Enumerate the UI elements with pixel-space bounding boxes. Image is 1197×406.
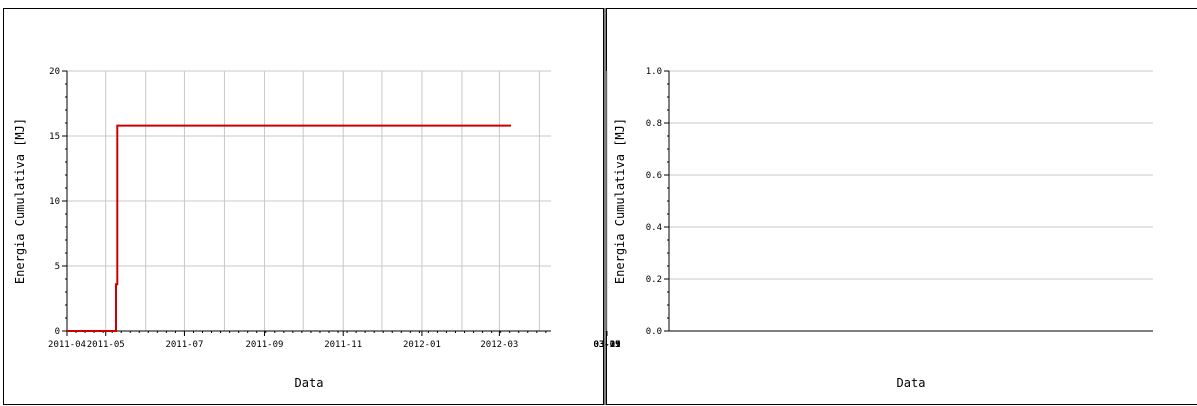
- y-tick-label: 10: [49, 197, 60, 207]
- x-tick-label: 2011-09: [246, 340, 284, 350]
- chart-cumulative-year: 0 5 10 15 20 2011-04 2011-05 2011-07 2011-09 2011…: [13, 67, 551, 390]
- y-axis-title: Energia Cumulativa [MJ]: [13, 118, 27, 284]
- y-tick-label: 15: [49, 132, 60, 142]
- x-tick-label: 03-05: [593, 340, 620, 350]
- x-tick-label: 03-01: [593, 340, 620, 350]
- chart-panel-cumulative-year: 0 5 10 15 20 2011-04 2011-05 2011-07 2011-09 2011…: [3, 8, 604, 405]
- x-tick-label: 03-13: [593, 340, 620, 350]
- y-axis-title: Energia Cumulativa [MJ]: [613, 118, 627, 284]
- x-tick-label: 03-29: [593, 340, 620, 350]
- x-tick-label: 2011-05: [87, 340, 125, 350]
- y-tick-label: 0.2: [646, 275, 662, 285]
- chart-panel-cumulative-month: 0.0 0.2 0.4 0.6 0.8 1.0 03-01 03-05 03-09 03-13 03…: [593, 8, 1197, 405]
- x-tick-label: 2011-07: [165, 340, 203, 350]
- y-tick-label: 0: [55, 327, 60, 337]
- x-tick-label: 2012-01: [403, 340, 441, 350]
- chart-cumulative-month: 0.0 0.2 0.4 0.6 0.8 1.0 03-0103-0503-0903-1303…: [593, 67, 1153, 390]
- y-tick-label: 0.6: [646, 171, 662, 181]
- x-tick-label: 03-21: [593, 340, 620, 350]
- x-axis-title: Data: [295, 376, 324, 390]
- y-tick-label: 20: [49, 67, 60, 77]
- x-tick-label: 2011-04: [48, 340, 86, 350]
- y-tick-label: 0.0: [646, 327, 662, 337]
- y-tick-label: 0.4: [646, 223, 662, 233]
- x-tick-label: 2012-03: [480, 340, 518, 350]
- panel-divider: [603, 8, 606, 405]
- x-tick-label: 03-09: [593, 340, 620, 350]
- x-axis-title: Data: [897, 376, 926, 390]
- x-tick-label: 2011-11: [324, 340, 362, 350]
- series-line: [67, 124, 511, 332]
- y-tick-label: 5: [55, 262, 60, 272]
- x-tick-label: 03-17: [593, 340, 620, 350]
- y-tick-label: 0.8: [646, 119, 662, 129]
- x-tick-label: 03-25: [593, 340, 620, 350]
- y-tick-label: 1.0: [646, 67, 662, 77]
